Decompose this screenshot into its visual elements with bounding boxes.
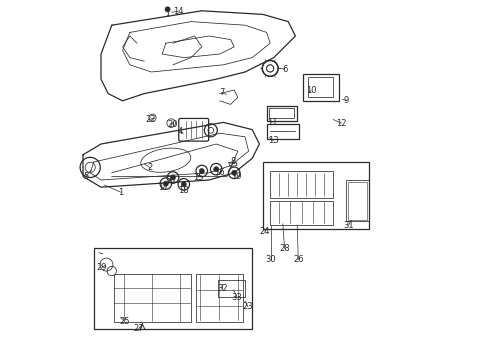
Text: 19: 19 <box>231 172 241 181</box>
Text: 28: 28 <box>279 244 290 253</box>
Text: 8: 8 <box>230 157 236 166</box>
Text: 23: 23 <box>243 302 253 311</box>
Bar <box>270 108 294 118</box>
Text: 16: 16 <box>215 168 225 177</box>
Text: 9: 9 <box>344 96 349 105</box>
Text: 30: 30 <box>266 256 276 264</box>
Text: 12: 12 <box>336 118 347 127</box>
Circle shape <box>199 168 204 174</box>
Bar <box>308 77 333 97</box>
Circle shape <box>171 175 175 180</box>
Text: 20: 20 <box>168 120 178 129</box>
Circle shape <box>163 181 169 186</box>
Text: 7: 7 <box>219 88 224 97</box>
Text: 13: 13 <box>268 136 278 145</box>
Bar <box>196 274 243 322</box>
Bar <box>94 248 252 329</box>
Text: 29: 29 <box>97 263 107 271</box>
Bar <box>346 180 369 221</box>
Circle shape <box>214 167 219 172</box>
Bar <box>270 201 333 225</box>
Bar <box>347 182 368 220</box>
Text: 32: 32 <box>218 284 228 293</box>
Text: 15: 15 <box>193 173 203 181</box>
Circle shape <box>181 182 186 187</box>
Circle shape <box>232 170 237 175</box>
Bar <box>267 124 299 139</box>
Text: 2: 2 <box>147 163 152 172</box>
Bar <box>218 280 245 297</box>
Bar <box>303 74 339 101</box>
Text: 22: 22 <box>146 115 156 124</box>
Bar <box>270 171 333 198</box>
Bar <box>263 162 369 229</box>
Bar <box>114 274 191 322</box>
Text: 31: 31 <box>343 220 354 230</box>
Text: 6: 6 <box>282 65 287 74</box>
Text: 14: 14 <box>173 7 184 15</box>
Text: 27: 27 <box>133 324 144 333</box>
Circle shape <box>165 7 170 12</box>
Text: 17: 17 <box>158 184 168 192</box>
Text: 18: 18 <box>178 186 189 195</box>
Text: 25: 25 <box>119 317 130 325</box>
Text: 24: 24 <box>260 227 270 236</box>
Text: 10: 10 <box>306 86 316 95</box>
Text: 4: 4 <box>177 126 183 135</box>
Text: 5: 5 <box>83 172 89 181</box>
Text: 21: 21 <box>166 176 176 185</box>
Text: 33: 33 <box>232 292 243 302</box>
Text: 26: 26 <box>293 256 304 264</box>
Text: 1: 1 <box>118 188 123 197</box>
Text: 11: 11 <box>267 118 277 127</box>
Bar <box>267 106 297 121</box>
